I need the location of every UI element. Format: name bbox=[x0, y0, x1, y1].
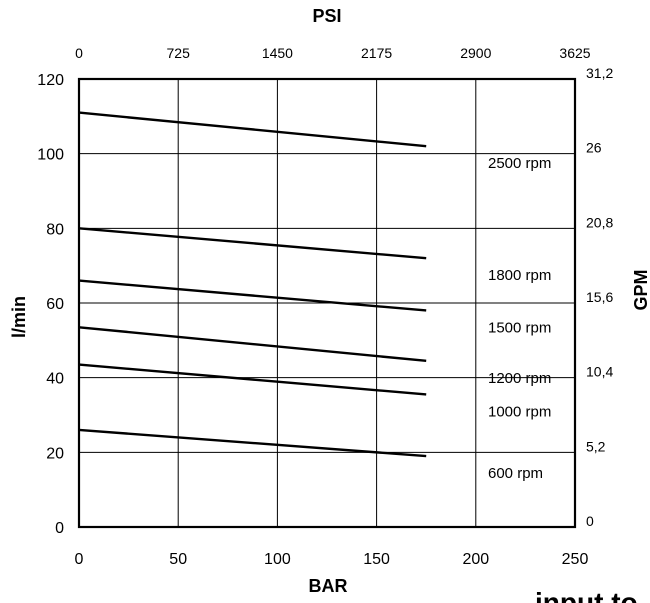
right-tick-label: 15,6 bbox=[586, 289, 613, 305]
top-tick-label: 725 bbox=[167, 45, 191, 61]
x-tick-label: 200 bbox=[462, 551, 489, 568]
series-label: 600 rpm bbox=[488, 465, 543, 482]
y-axis-title: l/min bbox=[9, 296, 29, 338]
series-lines bbox=[78, 111, 427, 458]
footer-text: input to bbox=[535, 587, 638, 603]
right-tick-label: 20,8 bbox=[586, 214, 613, 230]
series-line bbox=[78, 111, 427, 148]
series-label: 1000 rpm bbox=[488, 403, 551, 420]
series-labels: 2500 rpm 1800 rpm 1500 rpm 1200 rpm 1000 rpm… bbox=[488, 155, 551, 482]
tick-labels: 0 50 100 150 200 250 0 725 1450 2175 2900 3625 0 20 40… bbox=[37, 45, 613, 568]
grid bbox=[79, 79, 575, 527]
series-label: 1500 rpm bbox=[488, 319, 551, 336]
top-axis-title: PSI bbox=[312, 6, 341, 26]
right-tick-label: 26 bbox=[586, 140, 602, 156]
x-axis-title: BAR bbox=[309, 576, 348, 596]
right-tick-label: 31,2 bbox=[586, 65, 613, 81]
top-tick-label: 3625 bbox=[559, 45, 590, 61]
top-tick-label: 2175 bbox=[361, 45, 392, 61]
series-label: 1800 rpm bbox=[488, 267, 551, 284]
right-tick-label: 0 bbox=[586, 513, 594, 529]
right-axis-title: GPM bbox=[631, 269, 650, 310]
x-tick-label: 100 bbox=[264, 551, 291, 568]
series-line bbox=[78, 227, 427, 260]
y-tick-label: 100 bbox=[37, 147, 64, 164]
y-tick-label: 20 bbox=[46, 445, 64, 462]
y-tick-label: 0 bbox=[55, 520, 64, 537]
series-line bbox=[78, 326, 427, 363]
series-label: 1200 rpm bbox=[488, 370, 551, 387]
top-tick-label: 0 bbox=[75, 45, 83, 61]
y-tick-label: 40 bbox=[46, 371, 64, 388]
series-label: 2500 rpm bbox=[488, 155, 551, 172]
right-tick-label: 10,4 bbox=[586, 364, 613, 380]
series-line bbox=[78, 428, 427, 458]
y-tick-label: 60 bbox=[46, 296, 64, 313]
series-line bbox=[78, 279, 427, 312]
top-tick-label: 2900 bbox=[460, 45, 491, 61]
plot-border bbox=[77, 77, 577, 529]
x-tick-label: 50 bbox=[169, 551, 187, 568]
series-line bbox=[78, 363, 427, 396]
plot-frame bbox=[77, 77, 577, 529]
y-tick-label: 120 bbox=[37, 72, 64, 89]
y-tick-label: 80 bbox=[46, 221, 64, 238]
x-tick-label: 0 bbox=[75, 551, 84, 568]
x-tick-label: 250 bbox=[562, 551, 589, 568]
top-tick-label: 1450 bbox=[262, 45, 293, 61]
x-tick-label: 150 bbox=[363, 551, 390, 568]
right-tick-label: 5,2 bbox=[586, 438, 606, 454]
